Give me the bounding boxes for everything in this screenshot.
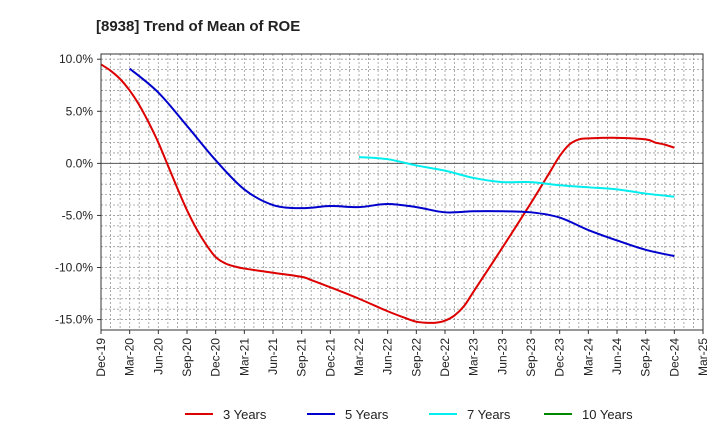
y-tick-label: 5.0% [66, 104, 94, 118]
series-line-3-years [100, 63, 675, 324]
legend: 3 Years 5 Years 7 Years 10 Years [185, 407, 633, 422]
grid-lines [101, 54, 703, 331]
series-lines [100, 63, 675, 324]
series-line-5-years [129, 67, 675, 258]
legend-label-10-years: 10 Years [582, 407, 633, 422]
x-tick-label: Jun-20 [151, 338, 165, 375]
y-tick-label: 10.0% [59, 52, 93, 66]
legend-label-3-years: 3 Years [223, 407, 267, 422]
plot-area [100, 53, 704, 331]
x-tick-label: Dec-23 [553, 338, 567, 377]
x-tick-label: Dec-20 [209, 338, 223, 377]
y-tick-label: -5.0% [62, 208, 94, 222]
x-tick-label: Sep-21 [295, 338, 309, 377]
x-tick-label: Mar-21 [237, 338, 251, 376]
x-tick-label: Jun-21 [266, 338, 280, 375]
x-tick-label: Dec-24 [667, 338, 681, 377]
x-tick-label: Mar-25 [696, 338, 710, 376]
x-tick-label: Jun-23 [495, 338, 509, 375]
x-tick-label: Sep-22 [409, 338, 423, 377]
y-tick-label: -15.0% [55, 313, 93, 327]
x-tick-label: Jun-22 [381, 338, 395, 375]
x-tick-label: Mar-23 [467, 338, 481, 376]
chart-title: [8938] Trend of Mean of ROE [96, 18, 300, 35]
x-axis-ticks: Dec-19 Mar-20 Jun-20 Sep-20 Dec-20 Mar-21 Jun-… [94, 330, 710, 377]
x-tick-label: Dec-19 [94, 338, 108, 377]
y-axis-ticks: 10.0% 5.0% 0.0% -5.0% -10.0% -15.0% [55, 52, 101, 327]
legend-label-5-years: 5 Years [345, 407, 389, 422]
x-tick-label: Mar-20 [123, 338, 137, 376]
x-tick-label: Sep-20 [180, 338, 194, 377]
x-tick-label: Dec-21 [323, 338, 337, 377]
y-tick-label: 0.0% [66, 156, 94, 170]
x-tick-label: Jun-24 [610, 338, 624, 375]
legend-label-7-years: 7 Years [467, 407, 511, 422]
x-tick-label: Sep-24 [639, 338, 653, 377]
series-line-7-years [358, 156, 675, 198]
x-tick-label: Sep-23 [524, 338, 538, 377]
x-tick-label: Dec-22 [438, 338, 452, 377]
x-tick-label: Mar-22 [352, 338, 366, 376]
x-tick-label: Mar-24 [581, 338, 595, 376]
y-tick-label: -10.0% [55, 261, 93, 275]
